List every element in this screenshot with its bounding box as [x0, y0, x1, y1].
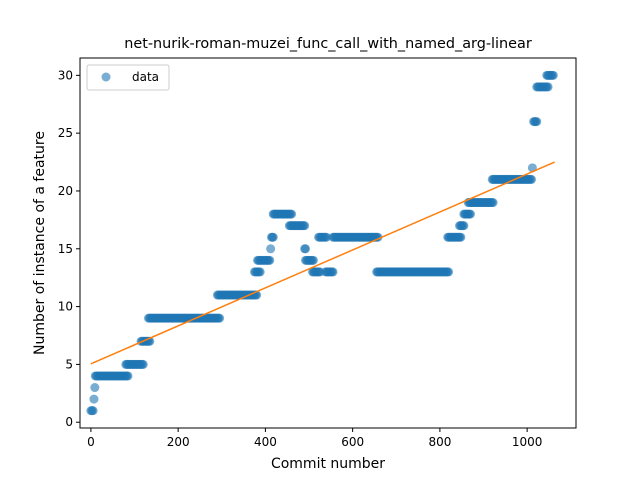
x-tick-label: 600	[341, 435, 364, 449]
data-point	[308, 255, 318, 265]
data-point	[527, 174, 536, 184]
data-point	[90, 383, 100, 393]
data-point	[328, 267, 338, 277]
x-axis: 0 200 400 600 800 1000	[87, 428, 542, 449]
data-point	[532, 117, 542, 127]
chart-title: net-nurik-roman-muzei_func_call_with_nam…	[124, 36, 532, 52]
data-point	[321, 232, 331, 242]
y-tick-label: 10	[58, 300, 73, 314]
x-tick-label: 200	[167, 435, 190, 449]
y-tick-label: 0	[65, 415, 73, 429]
legend: data	[86, 64, 170, 91]
data-point	[488, 198, 498, 208]
data-point	[444, 267, 454, 277]
data-point	[543, 82, 553, 92]
y-tick-label: 20	[58, 184, 73, 198]
data-point	[268, 232, 278, 242]
y-axis-label: Number of instance of a feature	[32, 131, 48, 355]
plot-area	[86, 70, 558, 416]
plot-frame	[79, 57, 577, 429]
legend-marker	[101, 72, 111, 82]
data-point	[123, 371, 133, 381]
y-tick-label: 5	[65, 357, 73, 371]
y-tick-label: 15	[58, 242, 73, 256]
data-point	[255, 267, 265, 277]
data-point	[88, 406, 98, 416]
data-point	[138, 359, 148, 369]
x-tick-label: 0	[87, 435, 95, 449]
y-tick-label: 25	[58, 126, 73, 140]
data-point	[301, 244, 311, 254]
x-tick-label: 1000	[512, 435, 543, 449]
data-point	[456, 232, 466, 242]
x-tick-label: 800	[428, 435, 451, 449]
legend-box	[86, 64, 170, 91]
y-axis: 0 5 10 15 20 25 30	[58, 68, 80, 429]
x-axis-label: Commit number	[271, 456, 385, 472]
data-point	[459, 221, 469, 231]
data-point	[215, 313, 225, 323]
y-tick-label: 30	[58, 68, 73, 82]
data-point	[465, 209, 475, 219]
fit-line	[90, 161, 555, 365]
data-point	[266, 244, 276, 254]
x-tick-label: 400	[254, 435, 277, 449]
data-point	[89, 394, 99, 404]
legend-label: data	[132, 70, 159, 84]
data-point	[287, 209, 297, 219]
data-point	[300, 221, 310, 231]
data-point	[548, 70, 558, 80]
data-point	[265, 255, 275, 265]
